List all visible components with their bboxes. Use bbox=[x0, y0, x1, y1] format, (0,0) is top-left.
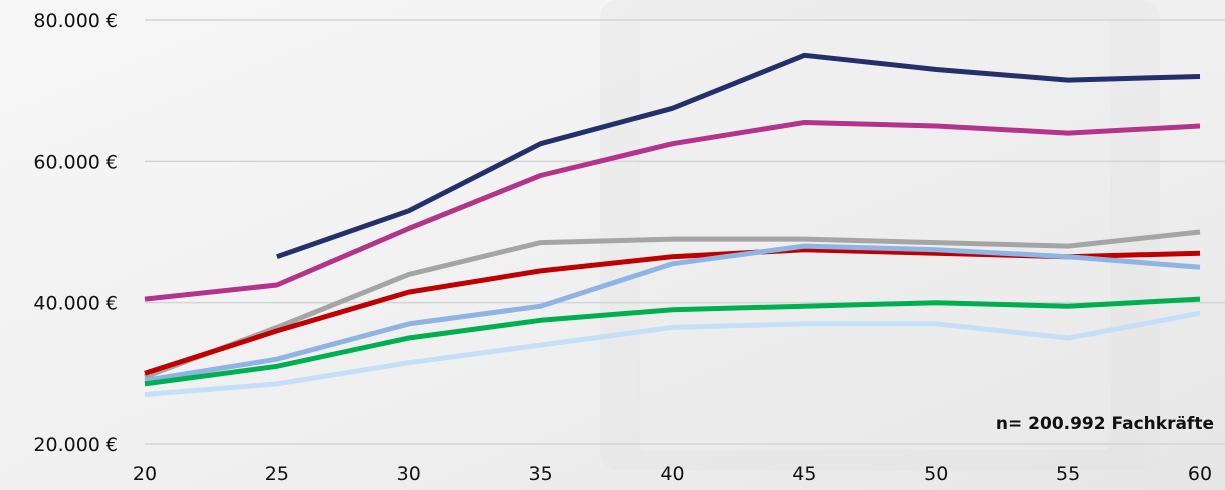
series-line-3 bbox=[144, 229, 1201, 380]
y-axis-ticks: 20.000 € 40.000 € 60.000 € 80.000 € bbox=[33, 10, 118, 456]
y-tick-label: 80.000 € bbox=[33, 10, 118, 32]
x-tick-label: 35 bbox=[529, 463, 553, 485]
x-axis-ticks: 20 25 30 35 40 45 50 55 60 bbox=[133, 463, 1212, 485]
x-tick-label: 50 bbox=[924, 463, 948, 485]
x-tick-label: 40 bbox=[660, 463, 684, 485]
series-line-2 bbox=[144, 120, 1201, 302]
x-tick-label: 25 bbox=[265, 463, 289, 485]
x-tick-label: 30 bbox=[397, 463, 421, 485]
x-tick-label: 45 bbox=[792, 463, 816, 485]
x-tick-label: 55 bbox=[1056, 463, 1080, 485]
y-tick-label: 40.000 € bbox=[33, 293, 118, 315]
x-tick-label: 60 bbox=[1188, 463, 1212, 485]
y-tick-label: 60.000 € bbox=[33, 151, 118, 173]
grid-layer bbox=[145, 19, 1225, 445]
series-line-7 bbox=[144, 310, 1201, 397]
x-tick-label: 20 bbox=[133, 463, 157, 485]
sample-size-annotation: n= 200.992 Fachkräfte bbox=[996, 414, 1214, 434]
background-device-illustration bbox=[600, 0, 1160, 470]
series-line-1 bbox=[276, 52, 1201, 260]
y-tick-label: 20.000 € bbox=[33, 434, 118, 456]
series-line-6 bbox=[144, 296, 1201, 387]
series-layer bbox=[144, 52, 1201, 397]
series-line-5 bbox=[144, 243, 1201, 383]
